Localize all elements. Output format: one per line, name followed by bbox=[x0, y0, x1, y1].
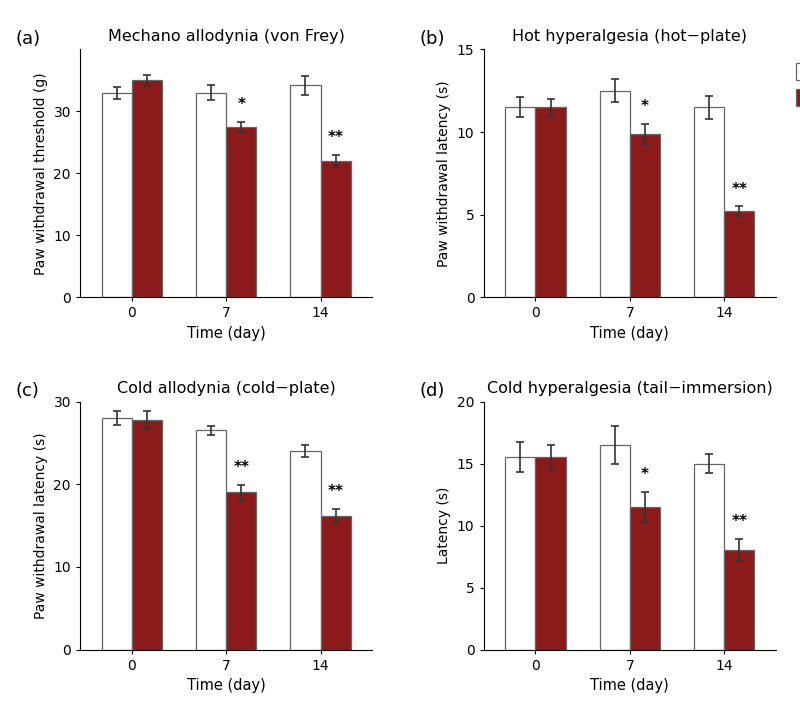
Bar bbox=[290, 85, 321, 297]
Bar bbox=[226, 127, 257, 297]
Bar bbox=[226, 493, 257, 650]
Title: Cold hyperalgesia (tail−immersion): Cold hyperalgesia (tail−immersion) bbox=[487, 381, 773, 396]
Bar bbox=[102, 418, 132, 650]
X-axis label: Time (day): Time (day) bbox=[187, 678, 266, 693]
Text: *: * bbox=[641, 99, 649, 114]
Y-axis label: Latency (s): Latency (s) bbox=[438, 487, 451, 564]
Y-axis label: Paw withdrawal latency (s): Paw withdrawal latency (s) bbox=[438, 80, 451, 267]
Text: **: ** bbox=[328, 484, 344, 499]
Y-axis label: Paw withdrawal latency (s): Paw withdrawal latency (s) bbox=[34, 432, 48, 619]
Bar bbox=[506, 457, 535, 650]
Bar bbox=[321, 161, 350, 297]
Bar bbox=[694, 464, 724, 650]
Bar bbox=[102, 92, 132, 297]
Bar bbox=[599, 91, 630, 297]
Text: *: * bbox=[238, 97, 246, 112]
Text: (d): (d) bbox=[419, 382, 445, 400]
Y-axis label: Paw withdrawal threshold (g): Paw withdrawal threshold (g) bbox=[34, 72, 48, 275]
Bar bbox=[290, 451, 321, 650]
Text: (a): (a) bbox=[16, 30, 41, 47]
Title: Mechano allodynia (von Frey): Mechano allodynia (von Frey) bbox=[108, 29, 345, 44]
Title: Hot hyperalgesia (hot−plate): Hot hyperalgesia (hot−plate) bbox=[512, 29, 747, 44]
Bar bbox=[132, 420, 162, 650]
Bar bbox=[599, 445, 630, 650]
Text: (b): (b) bbox=[419, 30, 445, 47]
Bar bbox=[724, 551, 754, 650]
Legend: Vehicle, Paclitaxel: Vehicle, Paclitaxel bbox=[789, 56, 800, 112]
Title: Cold allodynia (cold−plate): Cold allodynia (cold−plate) bbox=[117, 381, 335, 396]
Text: **: ** bbox=[234, 460, 250, 475]
Text: **: ** bbox=[328, 130, 344, 145]
Text: *: * bbox=[641, 467, 649, 482]
Bar bbox=[535, 457, 566, 650]
Bar bbox=[535, 107, 566, 297]
X-axis label: Time (day): Time (day) bbox=[590, 678, 669, 693]
Bar bbox=[630, 133, 660, 297]
Bar bbox=[132, 80, 162, 297]
Bar bbox=[506, 107, 535, 297]
Text: **: ** bbox=[731, 181, 747, 196]
Text: (c): (c) bbox=[16, 382, 39, 400]
Text: **: ** bbox=[731, 514, 747, 530]
Bar bbox=[196, 431, 226, 650]
Bar bbox=[630, 507, 660, 650]
X-axis label: Time (day): Time (day) bbox=[187, 326, 266, 341]
Bar bbox=[694, 107, 724, 297]
Bar bbox=[321, 515, 350, 650]
Bar bbox=[196, 92, 226, 297]
Bar bbox=[724, 211, 754, 297]
X-axis label: Time (day): Time (day) bbox=[590, 326, 669, 341]
